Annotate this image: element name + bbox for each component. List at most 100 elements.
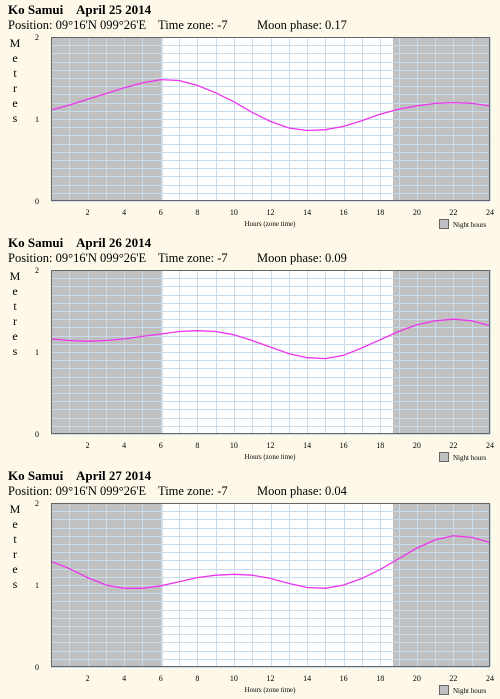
x-tick-label: 10 [230,441,238,450]
tide-panel-2: Ko Samui April 26 2014 Position: 09°16'N … [0,233,500,466]
y-label-letter: e [12,329,18,343]
x-tick-label: 16 [340,441,348,450]
y-tick-label: 1 [35,115,39,124]
plot-frame [51,503,490,667]
y-tick-label: 2 [35,266,39,275]
x-tick-label: 8 [195,441,199,450]
panel-info: Position: 09°16'N 099°26'E Time zone: -7 M… [8,251,347,266]
x-tick-label: 22 [449,208,457,217]
y-tick-label: 1 [35,581,39,590]
x-tick-label: 6 [159,208,163,217]
y-label-letter: t [13,66,17,80]
y-label-letter: M [9,502,21,516]
y-label-letter: e [12,562,18,576]
legend-label: Night hours [453,454,487,462]
y-tick-label: 0 [35,430,39,439]
moon-phase-label: Moon phase: 0.17 [257,18,347,32]
grid-lines [51,503,491,668]
plot-frame [51,270,490,434]
y-tick-label: 2 [35,499,39,508]
x-tick-label: 2 [86,208,90,217]
y-label-letter: t [13,299,17,313]
x-tick-label: 12 [267,674,275,683]
y-label-letter: e [12,96,18,110]
x-tick-label: 16 [340,208,348,217]
x-axis-label: Hours (zone time) [245,686,297,694]
y-label-letter: r [13,547,17,561]
y-label-letter: M [9,269,21,283]
x-tick-label: 2 [86,441,90,450]
x-tick-label: 4 [122,674,126,683]
x-tick-label: 18 [376,674,384,683]
timezone-label: Time zone: -7 [158,251,228,265]
x-tick-label: 14 [303,441,311,450]
x-tick-label: 2 [86,674,90,683]
y-tick-label: 0 [35,197,39,206]
tide-panel-1: Ko Samui April 25 2014 Position: 09°16'N … [0,0,500,233]
x-tick-label: 18 [376,441,384,450]
y-label-letter: e [12,51,18,65]
y-label-letter: e [12,284,18,298]
x-tick-label: 24 [486,208,494,217]
x-axis-label: Hours (zone time) [245,453,297,461]
x-tick-label: 4 [122,441,126,450]
x-axis-label: Hours (zone time) [245,220,297,228]
location-name: Ko Samui [8,468,64,483]
x-tick-label: 8 [195,208,199,217]
position-label: Position: 09°16'N 099°26'E [8,484,147,498]
y-label-letter: r [13,81,17,95]
y-tick-label: 0 [35,663,39,672]
moon-phase-label: Moon phase: 0.09 [257,251,347,265]
y-label-letter: e [12,517,18,531]
position-label: Position: 09°16'N 099°26'E [8,18,147,32]
x-tick-label: 20 [413,674,421,683]
tide-panel-3: Ko Samui April 27 2014 Position: 09°16'N … [0,466,500,699]
date-label: April 25 2014 [76,2,152,17]
x-tick-label: 16 [340,674,348,683]
legend-label: Night hours [453,687,487,695]
location-name: Ko Samui [8,2,64,17]
y-label-letter: s [12,577,18,591]
panel-title: Ko Samui April 27 2014 [8,468,151,484]
panel-info: Position: 09°16'N 099°26'E Time zone: -7 M… [8,18,347,33]
x-tick-label: 6 [159,441,163,450]
date-label: April 27 2014 [76,468,152,483]
x-tick-label: 14 [303,208,311,217]
x-tick-label: 24 [486,674,494,683]
grid-lines [51,37,491,202]
timezone-label: Time zone: -7 [158,484,228,498]
panel-title: Ko Samui April 25 2014 [8,2,151,18]
legend-label: Night hours [453,221,487,229]
tide-height-curve [50,535,491,589]
tide-height-curve [50,318,491,360]
x-tick-label: 14 [303,674,311,683]
y-label-letter: s [12,344,18,358]
tide-height-curve [50,78,491,132]
y-tick-label: 1 [35,348,39,357]
x-tick-label: 18 [376,208,384,217]
x-tick-label: 12 [267,208,275,217]
x-tick-label: 24 [486,441,494,450]
x-tick-label: 8 [195,674,199,683]
y-label-letter: t [13,532,17,546]
timezone-label: Time zone: -7 [158,18,228,32]
legend-swatch [439,452,449,462]
x-tick-label: 4 [122,208,126,217]
x-tick-label: 22 [449,674,457,683]
panel-info: Position: 09°16'N 099°26'E Time zone: -7 M… [8,484,347,499]
y-label-letter: M [9,36,21,50]
legend-swatch [439,219,449,229]
legend-swatch [439,685,449,695]
date-label: April 26 2014 [76,235,152,250]
x-tick-label: 10 [230,674,238,683]
x-tick-label: 20 [413,208,421,217]
y-tick-label: 2 [35,33,39,42]
panel-title: Ko Samui April 26 2014 [8,235,151,251]
x-tick-label: 22 [449,441,457,450]
plot-frame [51,37,490,201]
